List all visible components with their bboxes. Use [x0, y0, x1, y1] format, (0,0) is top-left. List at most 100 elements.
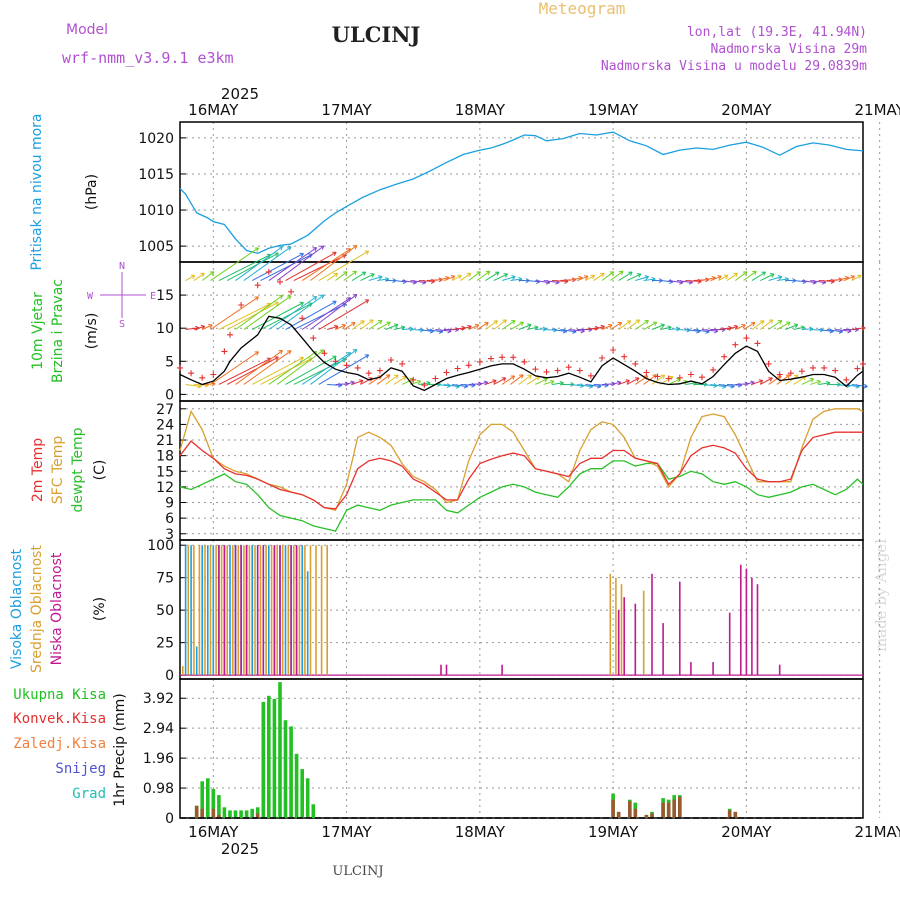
cloud-high-bar: [284, 545, 287, 676]
wind-arrowhead: [364, 299, 370, 304]
precip-legend-conv: Konvek.Kisa: [13, 711, 106, 727]
cloud-low-bar: [501, 664, 503, 676]
wind-arrow: [726, 272, 738, 281]
wind-arrowhead: [717, 275, 722, 280]
wind-arrowhead: [503, 273, 509, 278]
wind-arrow: [676, 280, 693, 284]
wind-arrow: [510, 321, 524, 330]
wind-arrow: [235, 246, 283, 281]
wind-arrow: [793, 326, 805, 331]
precip-legend-frz: Zaledj.Kisa: [13, 736, 106, 752]
gust-marker: [854, 365, 861, 372]
wind-arrow: [743, 381, 755, 385]
model-elevation-label: Nadmorska Visina u modelu 29.0839m: [601, 59, 867, 74]
wind-arrow: [610, 381, 621, 385]
gust-marker: [743, 335, 750, 342]
cloud-high-bar: [301, 545, 303, 676]
wind-arrow: [418, 280, 435, 282]
wind-arrow: [635, 320, 649, 330]
gust-marker: [443, 369, 450, 376]
precip-unit: 1hr Precip (mm): [112, 693, 128, 806]
wind-arrowhead: [636, 273, 642, 278]
wind-arrow: [610, 270, 624, 281]
wind-arrowhead: [768, 377, 773, 382]
wind-arrow: [268, 296, 317, 330]
wind-arrow: [402, 328, 414, 331]
precip-conv-bar: [650, 813, 654, 818]
wind-arrow: [360, 273, 375, 281]
gust-marker: [843, 376, 850, 383]
precip-total-bar: [261, 701, 266, 818]
gust-marker: [354, 364, 361, 371]
wind-arrow: [635, 276, 649, 282]
wind-arrowhead: [668, 376, 674, 381]
wind-arrowhead: [793, 323, 799, 329]
wind-arrow: [402, 280, 417, 284]
wind-arrow: [318, 250, 369, 281]
wind-arrow: [610, 322, 622, 330]
wind-arrow: [718, 327, 732, 331]
gust-marker: [376, 367, 383, 374]
wind-arrow: [226, 356, 279, 385]
wind-arrowhead: [364, 250, 370, 255]
cloud-mid-bar: [182, 666, 184, 676]
gust-marker: [365, 370, 372, 377]
gust-marker: [388, 357, 394, 363]
y-tick-label: 0: [165, 811, 174, 827]
cloud-high-bar: [212, 545, 215, 676]
gust-marker: [421, 382, 428, 389]
cloud-low-bar: [290, 545, 292, 676]
gust-marker: [532, 366, 539, 373]
wind-arrow: [210, 351, 259, 385]
panel-frame: [179, 678, 864, 819]
gust-marker: [454, 365, 461, 372]
cloud-mid-bar: [326, 545, 328, 676]
wind-arrow: [493, 273, 508, 281]
wind-arrowhead: [501, 377, 507, 382]
cloud-mid-bar: [254, 545, 256, 676]
cloud-mid-bar: [220, 545, 223, 676]
precip-total-bar: [250, 808, 254, 818]
wind-arrow: [793, 280, 807, 283]
y-tick-label: 9: [165, 496, 174, 512]
wind-arrow: [651, 324, 665, 330]
gust-marker: [321, 350, 328, 357]
wind-arrow: [435, 329, 452, 332]
gust-marker: [699, 374, 705, 381]
wind-arrowhead: [286, 246, 292, 251]
cloud-low-bar: [223, 545, 226, 676]
wind-arrowhead: [758, 379, 764, 384]
y-tick-label: 50: [156, 603, 174, 619]
cloud-low-bar: [279, 545, 281, 676]
y-tick-label: 12: [156, 480, 174, 496]
wind-arrowhead: [457, 274, 462, 280]
wind-arrow: [568, 383, 584, 387]
y-tick-label: 1015: [138, 167, 174, 183]
wind-arrow: [593, 325, 605, 330]
wind-arrowhead: [502, 319, 507, 324]
wind-arrow: [468, 271, 481, 281]
precip-total-bar: [294, 753, 299, 818]
cloud-mid-bar: [281, 545, 284, 676]
wind-arrowhead: [644, 275, 649, 280]
wind-arrow: [343, 381, 355, 385]
wind-arrow: [276, 245, 325, 281]
compass-north: N: [119, 261, 125, 272]
wind-arrowhead: [343, 271, 348, 276]
wind-arrow: [776, 278, 789, 282]
precip-conv-bar: [644, 814, 649, 818]
model-label: Model: [66, 22, 108, 38]
y-tick-label: 15: [156, 288, 174, 304]
wind-arrow: [585, 327, 599, 331]
wind-arrowhead: [493, 320, 498, 325]
footer-station: ULCINJ: [332, 864, 383, 879]
cloud-mid-bar: [265, 545, 267, 676]
wind-arrowhead: [286, 295, 292, 300]
temperature-panel: 2m Temp SFC Temp dewpt Temp (C) 36912151…: [30, 400, 881, 543]
cloud-low-bar: [778, 664, 781, 676]
wind-arrow: [851, 274, 862, 281]
wind-arrowhead: [394, 374, 399, 379]
wind-arrowhead: [492, 379, 497, 384]
wind-arrowhead: [609, 271, 615, 276]
model-value: wrf-nmm_v3.9.1 e3km: [62, 49, 234, 67]
